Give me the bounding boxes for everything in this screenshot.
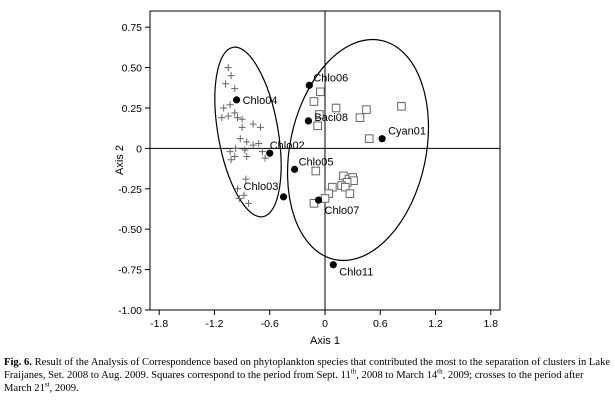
x-tick-label: 1.8 xyxy=(483,318,498,330)
square-point xyxy=(316,87,325,97)
cross-point xyxy=(255,140,263,148)
cross-point xyxy=(226,148,234,156)
species-point xyxy=(304,117,313,125)
square-point xyxy=(311,166,321,176)
species-point xyxy=(329,261,337,269)
species-label: Chlo07 xyxy=(325,205,360,217)
species-point xyxy=(314,196,323,204)
species-point xyxy=(291,165,299,173)
x-axis-title: Axis 1 xyxy=(310,335,340,347)
square-point xyxy=(340,182,350,192)
squares-cluster-ellipse xyxy=(286,38,430,262)
square-point xyxy=(320,194,330,203)
species-label: Cyan01 xyxy=(388,126,426,138)
cross-point xyxy=(234,185,241,193)
cross-point xyxy=(238,115,246,123)
axis-ticks: -1.8 -1.2 -0.6 0 0.6 1.2 1.8 -1.00 -0.75 -0.50 -0.… xyxy=(118,22,498,330)
reference-lines xyxy=(150,11,500,310)
x-tick-label: 1.2 xyxy=(428,318,443,330)
square-point xyxy=(313,121,322,131)
square-point xyxy=(397,102,406,111)
y-tick-label: 0.25 xyxy=(122,103,143,115)
caption-text-1: Result of the Analysis of Correspondence… xyxy=(4,357,611,381)
cross-point xyxy=(258,148,266,156)
cross-point xyxy=(218,114,226,122)
y-tick-label: -0.25 xyxy=(118,184,142,196)
cross-point xyxy=(241,146,249,154)
square-point xyxy=(364,134,374,143)
species-point xyxy=(305,81,313,89)
cross-point xyxy=(224,112,232,120)
cross-point xyxy=(231,109,239,117)
x-tick-label: -1.2 xyxy=(205,318,223,330)
cross-point xyxy=(234,114,241,122)
cross-point xyxy=(231,152,239,160)
caption-text-4: , 2009. xyxy=(49,383,79,394)
square-point xyxy=(345,189,355,198)
cross-point xyxy=(243,152,251,160)
cross-point xyxy=(261,154,269,162)
cross-point xyxy=(232,144,240,152)
cluster-ellipses xyxy=(214,38,430,262)
cross-point xyxy=(235,194,243,202)
correspondence-analysis-chart: -1.8 -1.2 -0.6 0 0.6 1.2 1.8 -1.00 -0.75 -0.50 -0.… xyxy=(114,10,501,347)
cross-point xyxy=(231,85,239,93)
y-tick-label: -0.50 xyxy=(118,224,142,236)
square-point xyxy=(315,110,324,119)
species-label: Chlo03 xyxy=(244,181,279,193)
x-tick-label: -1.8 xyxy=(150,318,168,330)
square-point xyxy=(309,97,319,106)
square-point xyxy=(355,113,365,122)
caption-text-2: , 2008 to March 14 xyxy=(356,370,438,381)
cross-point xyxy=(238,123,246,131)
y-tick-label: 0.50 xyxy=(122,63,143,75)
cross-point xyxy=(224,64,232,72)
square-point xyxy=(331,103,341,113)
y-tick-label: 0 xyxy=(136,143,142,155)
species-point xyxy=(279,193,288,201)
cross-point xyxy=(222,80,230,88)
cross-point xyxy=(226,101,234,109)
cross-point xyxy=(227,156,235,164)
cross-point xyxy=(249,141,257,149)
species-label: Baci08 xyxy=(314,112,348,124)
cross-point xyxy=(257,123,265,131)
species-label: Chlo05 xyxy=(299,156,334,168)
caption-sup-3: st xyxy=(44,380,50,389)
y-tick-label: -1.00 xyxy=(118,305,142,317)
x-tick-label: 0.6 xyxy=(373,318,388,330)
y-tick-label: -0.75 xyxy=(118,265,142,277)
cross-point xyxy=(242,175,250,183)
crosses-cluster-ellipse xyxy=(214,46,282,218)
species-label: Chlo11 xyxy=(339,267,373,279)
y-tick-label: 0.75 xyxy=(122,22,143,34)
cross-point xyxy=(220,104,228,112)
caption-fig-label: Fig. 6. xyxy=(4,357,32,368)
species-label: Chlo02 xyxy=(270,140,305,152)
y-axis-title: Axis 2 xyxy=(114,145,126,175)
species-point xyxy=(232,96,241,104)
x-tick-label: 0 xyxy=(322,318,328,330)
cross-point xyxy=(245,199,253,207)
cross-point xyxy=(227,72,235,80)
caption-text-3: , 2009; crosses to the period after Marc… xyxy=(4,370,584,394)
figure-caption: Fig. 6. Result of the Analysis of Corres… xyxy=(4,356,611,395)
cross-point xyxy=(240,191,248,199)
data-points xyxy=(218,64,406,269)
cross-point xyxy=(249,120,257,128)
caption-sup-1: th xyxy=(350,367,357,376)
square-point xyxy=(362,105,371,114)
x-tick-label: -0.6 xyxy=(261,318,279,330)
species-point xyxy=(266,149,274,157)
species-point xyxy=(378,135,386,143)
caption-sup-2: th xyxy=(437,367,443,376)
cross-point xyxy=(236,135,244,143)
point-labels: Chlo04 Chlo06 Baci08 Cyan01 Chlo02 Chlo05 Chlo… xyxy=(243,72,426,278)
cross-point xyxy=(243,138,251,146)
species-label: Chlo04 xyxy=(243,95,278,107)
species-label: Chlo06 xyxy=(313,72,348,84)
